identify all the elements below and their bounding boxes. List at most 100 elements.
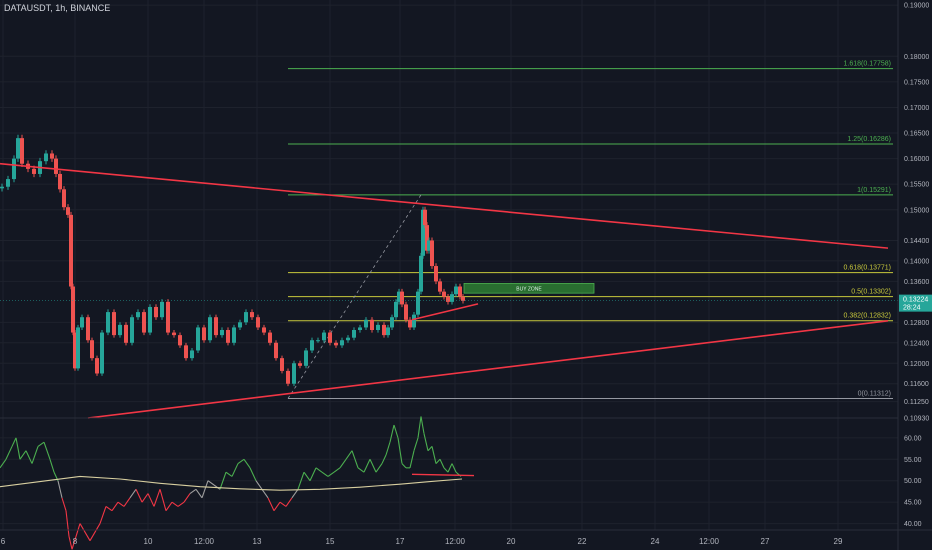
candle-body[interactable]	[6, 179, 10, 187]
rsi-line-segment[interactable]	[61, 497, 67, 511]
candle-body[interactable]	[304, 350, 308, 366]
candle-body[interactable]	[316, 340, 320, 342]
rsi-line-segment[interactable]	[231, 463, 239, 477]
candle-body[interactable]	[394, 301, 398, 318]
rsi-line-segment[interactable]	[369, 459, 377, 473]
rsi-line-segment[interactable]	[385, 441, 391, 456]
rsi-line-segment[interactable]	[15, 437, 21, 460]
candle-body[interactable]	[250, 312, 254, 318]
rsi-line-segment[interactable]	[219, 471, 227, 490]
rsi-line-segment[interactable]	[435, 458, 441, 464]
candle-body[interactable]	[95, 358, 99, 374]
candle-body[interactable]	[62, 189, 66, 208]
candle-body[interactable]	[412, 314, 416, 328]
rsi-line-segment[interactable]	[401, 463, 407, 469]
candle-body[interactable]	[69, 214, 73, 287]
rsi-line-segment[interactable]	[37, 441, 45, 447]
rsi-line-segment[interactable]	[309, 467, 317, 481]
candle-body[interactable]	[400, 291, 404, 305]
candle-body[interactable]	[0, 186, 4, 189]
rsi-line-segment[interactable]	[363, 459, 371, 473]
rsi-line-segment[interactable]	[71, 523, 81, 550]
rsi-line-segment[interactable]	[417, 416, 422, 438]
candle-body[interactable]	[232, 327, 236, 343]
rsi-line-segment[interactable]	[267, 497, 275, 511]
candle-body[interactable]	[220, 330, 224, 336]
candle-body[interactable]	[160, 301, 164, 318]
rsi-line-segment[interactable]	[375, 463, 383, 473]
candle-body[interactable]	[80, 317, 84, 328]
buy-zone-box[interactable]	[463, 283, 595, 294]
candle-body[interactable]	[244, 312, 248, 323]
rsi-line-segment[interactable]	[225, 471, 233, 477]
candle-body[interactable]	[292, 363, 296, 384]
trendline-support[interactable]	[411, 303, 479, 321]
candle-body[interactable]	[425, 225, 429, 251]
rsi-line-segment[interactable]	[135, 489, 143, 503]
rsi-line-segment[interactable]	[201, 480, 209, 499]
rsi-line-segment[interactable]	[237, 458, 245, 465]
candle-body[interactable]	[408, 319, 412, 328]
rsi-line-segment[interactable]	[57, 480, 63, 498]
candle-body[interactable]	[44, 153, 48, 162]
rsi-line-segment[interactable]	[43, 441, 51, 460]
candle-body[interactable]	[196, 327, 200, 351]
candle-body[interactable]	[346, 337, 350, 341]
candle-body[interactable]	[256, 317, 260, 328]
rsi-line-segment[interactable]	[49, 459, 55, 473]
candle-body[interactable]	[397, 291, 401, 302]
main-pane[interactable]: 1.618(0.17758) 1.25(0.16286) 1(0.15291) 0.6…	[0, 61, 898, 419]
candle-body[interactable]	[358, 327, 362, 330]
rsi-line-segment[interactable]	[439, 459, 445, 469]
rsi-line-segment[interactable]	[345, 450, 353, 460]
candle-body[interactable]	[100, 332, 104, 374]
candle-body[interactable]	[461, 296, 465, 301]
candle-body[interactable]	[390, 317, 394, 328]
candle-body[interactable]	[458, 286, 462, 297]
candle-body[interactable]	[262, 327, 266, 333]
candle-body[interactable]	[20, 138, 24, 164]
rsi-line-segment[interactable]	[389, 424, 395, 443]
candle-body[interactable]	[298, 363, 302, 366]
candle-body[interactable]	[136, 312, 140, 318]
rsi-line-segment[interactable]	[393, 424, 399, 439]
rsi-line-segment[interactable]	[291, 488, 299, 499]
rsi-trendline[interactable]	[411, 473, 475, 477]
rsi-line-segment[interactable]	[0, 458, 7, 469]
candle-body[interactable]	[54, 158, 58, 174]
candle-body[interactable]	[154, 306, 158, 318]
rsi-line-segment[interactable]	[207, 480, 215, 486]
candle-body[interactable]	[310, 340, 314, 351]
candle-body[interactable]	[16, 138, 20, 159]
candle-body[interactable]	[66, 207, 70, 215]
rsi-line-segment[interactable]	[285, 497, 293, 507]
candle-body[interactable]	[438, 281, 442, 292]
rsi-line-segment[interactable]	[255, 480, 263, 490]
rsi-line-segment[interactable]	[177, 501, 185, 507]
rsi-line-segment[interactable]	[339, 458, 347, 469]
candle-body[interactable]	[86, 317, 90, 341]
candle-body[interactable]	[118, 324, 122, 336]
candle-body[interactable]	[184, 345, 188, 359]
candle-body[interactable]	[274, 342, 278, 359]
candle-body[interactable]	[434, 266, 438, 282]
candle-body[interactable]	[172, 332, 176, 336]
candle-body[interactable]	[386, 327, 390, 336]
rsi-line-segment[interactable]	[65, 510, 70, 537]
rsi-line-segment[interactable]	[183, 493, 191, 503]
candle-body[interactable]	[322, 332, 326, 341]
rsi-line-segment[interactable]	[431, 446, 437, 464]
rsi-line-segment[interactable]	[5, 446, 13, 460]
candle-body[interactable]	[142, 312, 146, 333]
candle-body[interactable]	[73, 332, 77, 369]
candle-body[interactable]	[334, 342, 338, 346]
rsi-line-segment[interactable]	[11, 437, 17, 447]
candle-body[interactable]	[71, 286, 75, 333]
rsi-line-segment[interactable]	[327, 471, 335, 477]
candle-body[interactable]	[340, 340, 344, 346]
rsi-ma-line[interactable]	[0, 475, 463, 491]
candle-body[interactable]	[404, 304, 408, 320]
rsi-line-segment[interactable]	[141, 493, 149, 503]
candle-body[interactable]	[130, 317, 134, 343]
rsi-line-segment[interactable]	[25, 450, 33, 464]
